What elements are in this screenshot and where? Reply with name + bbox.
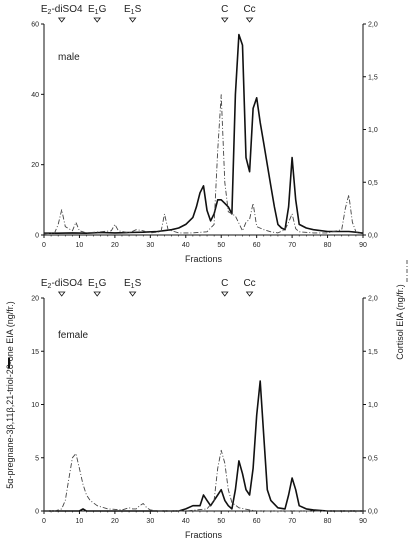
x-tick-label: 40 xyxy=(182,242,190,249)
x-tick-label: 80 xyxy=(324,518,332,525)
right-y-tick-label: 1,5 xyxy=(368,74,378,81)
x-axis-label: Fractions xyxy=(185,530,223,540)
marker-label: E2-diSO4 xyxy=(41,4,83,16)
series-line-solid xyxy=(44,380,363,512)
marker-label: Cc xyxy=(243,278,255,289)
marker-label: C xyxy=(221,4,228,15)
right-y-tick-label: 2,0 xyxy=(368,296,378,303)
x-tick-label: 70 xyxy=(288,518,296,525)
series-line-dash-dot xyxy=(44,449,363,512)
right-y-tick-label: 0,5 xyxy=(368,455,378,462)
right-y-tick-label: 1,5 xyxy=(368,349,378,356)
marker-triangle xyxy=(93,17,101,23)
left-y-tick-label: 20 xyxy=(31,162,39,169)
x-tick-label: 0 xyxy=(42,518,46,525)
x-axis-label: Fractions xyxy=(185,254,223,264)
marker-label: E1S xyxy=(124,278,142,290)
panel-label: male xyxy=(58,52,80,63)
chart-panel-female: 0 10 20 30 40 50 60 70 80 90 Fractions 0 5 10 15 20 0,0 0… xyxy=(31,278,378,540)
series-line-solid xyxy=(44,33,364,234)
marker-label: Cc xyxy=(243,4,255,15)
marker-triangle xyxy=(220,17,229,23)
x-tick-label: 90 xyxy=(359,518,367,525)
x-tick-label: 0 xyxy=(42,242,46,249)
right-y-tick-label: 1,0 xyxy=(368,402,378,409)
marker-triangle xyxy=(93,291,101,297)
x-tick-label: 60 xyxy=(253,242,261,249)
x-tick-label: 60 xyxy=(253,518,261,525)
left-y-tick-label: 40 xyxy=(31,92,39,99)
right-y-tick-label: 0,0 xyxy=(368,233,378,240)
panel-label: female xyxy=(58,330,88,341)
left-y-tick-label: 5 xyxy=(35,455,39,462)
marker-triangle xyxy=(220,291,229,297)
left-y-tick-label: 0 xyxy=(35,509,39,516)
marker-label: E2-diSO4 xyxy=(41,278,83,290)
x-tick-label: 20 xyxy=(111,242,119,249)
marker-triangle xyxy=(57,291,66,297)
x-tick-label: 50 xyxy=(217,518,225,525)
x-tick-label: 40 xyxy=(182,518,190,525)
marker-triangle xyxy=(128,291,137,297)
marker-label: E1G xyxy=(88,4,107,16)
left-y-tick-label: 15 xyxy=(31,349,39,356)
marker-triangle xyxy=(128,17,137,23)
left-y-tick-label: 10 xyxy=(31,402,39,409)
marker-triangle xyxy=(245,291,254,297)
marker-label: E1S xyxy=(124,4,142,16)
right-y-tick-label: 2,0 xyxy=(368,22,378,29)
x-tick-label: 90 xyxy=(359,242,367,249)
x-tick-label: 70 xyxy=(288,242,296,249)
x-tick-label: 80 xyxy=(324,242,332,249)
left-y-tick-label: 0 xyxy=(35,233,39,240)
right-y-tick-label: 0,0 xyxy=(368,509,378,516)
x-tick-label: 30 xyxy=(146,242,154,249)
x-tick-label: 20 xyxy=(111,518,119,525)
marker-label: C xyxy=(221,278,228,289)
left-y-tick-label: 20 xyxy=(31,296,39,303)
left-axis-label: 5α-pregnane-3β,11β,21-triol-20-one EIA (… xyxy=(5,301,15,489)
marker-triangle xyxy=(245,17,254,23)
x-tick-label: 50 xyxy=(217,242,225,249)
right-y-tick-label: 1,0 xyxy=(368,127,378,134)
marker-label: E1G xyxy=(88,278,107,290)
chart-panel-male: 0 10 20 30 40 50 60 70 80 90 Fractions 0 20 40 60 0,0 0,… xyxy=(31,4,378,264)
marker-triangle xyxy=(57,17,66,23)
series-line-dash-dot xyxy=(43,94,364,235)
right-y-tick-label: 0,5 xyxy=(368,180,378,187)
x-tick-label: 10 xyxy=(76,242,84,249)
x-tick-label: 30 xyxy=(146,518,154,525)
x-tick-label: 10 xyxy=(76,518,84,525)
left-y-tick-label: 60 xyxy=(31,22,39,29)
right-axis-label: Cortisol EIA (ng/fr.) xyxy=(395,284,405,360)
